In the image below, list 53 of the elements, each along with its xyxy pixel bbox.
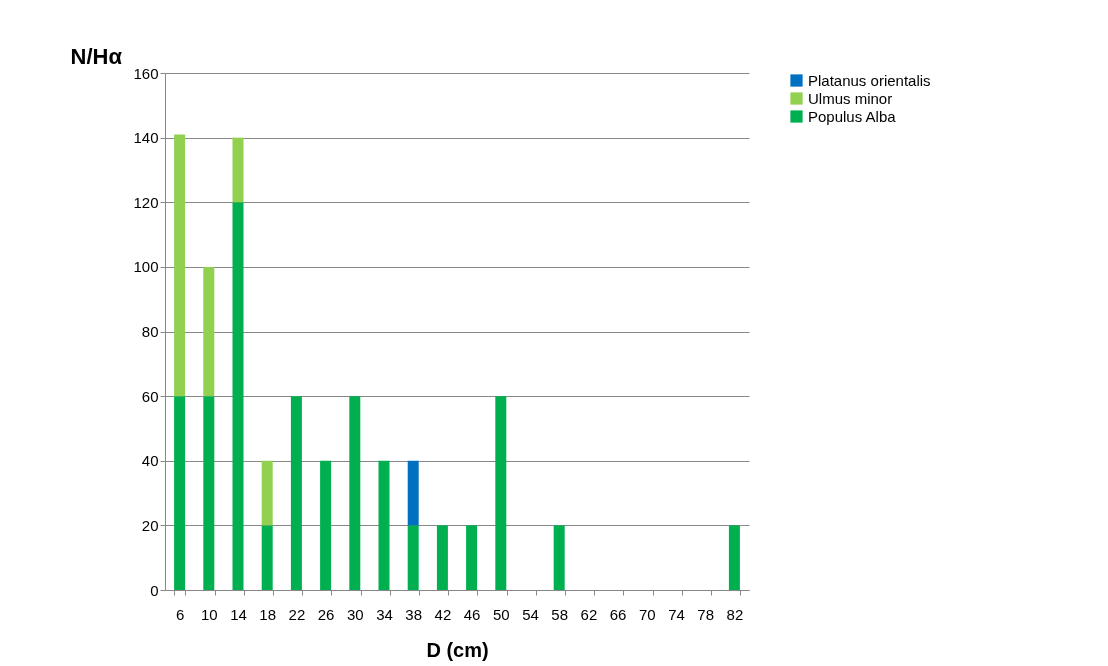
y-tick-label: 120 — [133, 193, 159, 211]
bar — [232, 202, 244, 590]
y-tick-label: 160 — [133, 64, 159, 82]
x-tick-label: 66 — [609, 605, 627, 623]
x-tick-label: 54 — [522, 605, 539, 623]
bar — [290, 396, 302, 590]
x-tick-label: 78 — [697, 605, 715, 623]
y-tick-label: 0 — [150, 581, 159, 599]
legend-label: Ulmus minor — [808, 89, 893, 107]
bar — [728, 525, 740, 590]
x-tick-label: 58 — [551, 605, 569, 623]
bar — [203, 266, 215, 397]
x-tick-label: 42 — [434, 605, 452, 623]
y-tick-label: 140 — [133, 129, 159, 147]
x-tick-label: 82 — [726, 605, 744, 623]
bar — [553, 525, 565, 590]
bar — [407, 525, 419, 590]
x-tick-label: 26 — [317, 605, 335, 623]
bar — [203, 396, 215, 590]
x-tick-label: 14 — [230, 605, 247, 623]
x-tick-label: 30 — [346, 605, 364, 623]
legend-label: Populus Alba — [808, 107, 897, 125]
bar — [349, 396, 361, 590]
x-tick-label: 46 — [463, 605, 481, 623]
y-tick-label: 100 — [133, 258, 159, 276]
bar — [261, 525, 273, 590]
bar — [495, 396, 507, 590]
x-axis-title: D (cm) — [426, 638, 489, 661]
x-tick-label: 18 — [259, 605, 277, 623]
bar — [174, 396, 186, 590]
x-tick-label: 6 — [175, 605, 185, 623]
x-tick-label: 22 — [288, 605, 306, 623]
x-tick-label: 50 — [492, 605, 510, 623]
y-tick-label: 40 — [141, 452, 159, 470]
y-tick-label: 60 — [141, 387, 159, 405]
y-tick-label: 80 — [141, 323, 159, 340]
bar — [320, 460, 332, 590]
bar — [232, 137, 244, 203]
x-tick-label: 38 — [405, 605, 423, 623]
y-axis-title: N/Hα — [70, 43, 123, 69]
legend-label: Platanus orientalis — [808, 71, 931, 89]
bar — [378, 460, 390, 590]
x-tick-label: 10 — [200, 605, 218, 623]
x-tick-label: 70 — [638, 605, 656, 623]
x-tick-label: 74 — [668, 605, 685, 623]
bar — [407, 460, 419, 526]
bar — [174, 134, 186, 397]
x-tick-label: 34 — [376, 605, 393, 623]
bar — [261, 460, 273, 526]
y-tick-label: 20 — [141, 516, 159, 534]
x-tick-label: 62 — [580, 605, 598, 623]
bar — [466, 525, 478, 590]
bar — [436, 525, 448, 590]
